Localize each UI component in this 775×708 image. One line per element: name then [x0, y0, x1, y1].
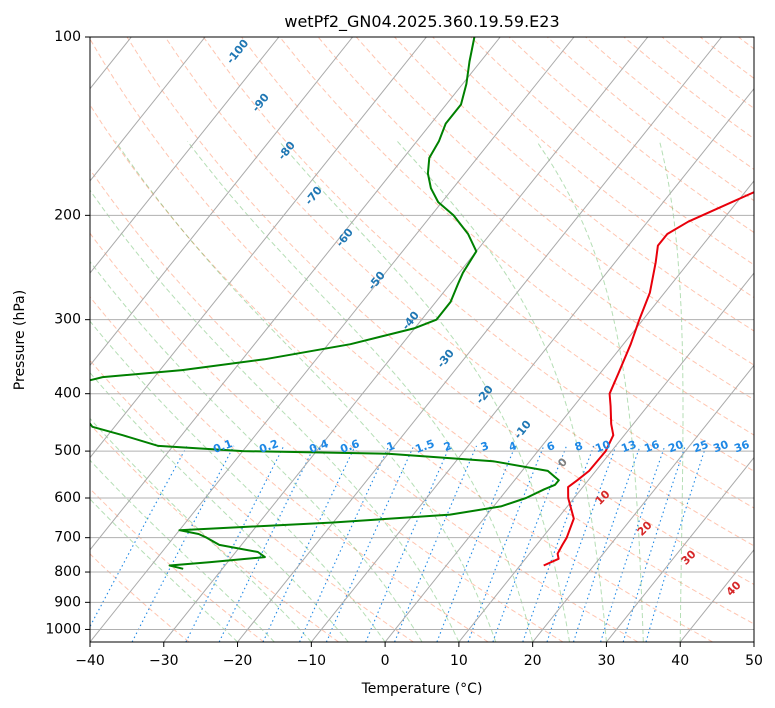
isotherm-line	[90, 37, 501, 551]
dry-adiabat	[394, 37, 754, 332]
mixing-ratio-line	[394, 445, 478, 642]
isotherm-line	[90, 37, 280, 274]
mixing-ratio-label: 25	[691, 438, 710, 455]
mixing-ratio-line	[600, 445, 666, 642]
y-tick-label: 1000	[45, 621, 81, 637]
mixing-ratio-label: 13	[619, 438, 638, 455]
mixing-ratio-label: 4	[507, 439, 519, 454]
x-tick-label: −40	[75, 653, 105, 669]
y-tick-label: 900	[54, 594, 81, 610]
mixing-ratio-label: 10	[593, 438, 612, 456]
x-axis: −40 −30 −20 −10 0 10 20 30 40 50	[75, 642, 763, 669]
dry-adiabat	[90, 38, 754, 625]
dry-adiabat	[90, 104, 713, 642]
y-tick-label: 800	[54, 564, 81, 580]
plot-frame	[89, 36, 755, 643]
dry-adiabat	[90, 553, 190, 642]
mixing-ratio-label: 0.6	[338, 437, 361, 456]
isotherm-line	[237, 37, 722, 642]
mixing-ratio-label: 0.2	[257, 437, 280, 456]
mixing-ratio-line	[365, 445, 451, 642]
dry-adiabat	[90, 488, 265, 642]
dry-adiabat	[279, 37, 754, 436]
mixing-ratio-lines	[90, 445, 707, 642]
y-tick-label: 600	[54, 490, 81, 506]
dry-adiabat	[90, 423, 339, 642]
y-axis: 100 200 300 400 500 600 700 800 900 1000	[45, 29, 90, 637]
x-tick-label: 40	[671, 653, 689, 669]
mixing-ratio-label: 6	[545, 439, 557, 454]
x-tick-label: −30	[149, 653, 179, 669]
mixing-ratio-label: 8	[573, 439, 585, 454]
x-tick-label: 30	[598, 653, 616, 669]
x-tick-label: 50	[745, 653, 763, 669]
sounding-series	[90, 37, 754, 570]
y-tick-label: 700	[54, 530, 81, 546]
dry-adiabat	[90, 168, 639, 642]
mixing-ratio-label: 0.4	[307, 437, 330, 456]
mixing-ratio-line	[645, 445, 707, 642]
isotherm-line	[532, 364, 754, 642]
mixing-ratio-label: 1.5	[413, 437, 436, 456]
mixing-ratio-line	[436, 445, 516, 642]
isotherm-line	[90, 37, 354, 367]
isotherm-line	[90, 37, 206, 182]
y-tick-label: 500	[54, 443, 81, 459]
isotherm-line	[90, 37, 575, 642]
x-tick-label: −20	[223, 653, 253, 669]
y-tick-label: 200	[54, 207, 81, 223]
mixing-ratio-label: 30	[711, 438, 730, 456]
x-tick-label: −10	[297, 653, 327, 669]
isotherm-line	[606, 456, 754, 642]
mixing-ratio-label: 1	[385, 439, 397, 454]
y-tick-label: 400	[54, 386, 81, 402]
dry-adiabat	[90, 296, 489, 642]
temperature-line	[543, 191, 754, 567]
dry-adiabat	[202, 37, 754, 509]
isotherm-line	[458, 272, 754, 642]
x-tick-label: 0	[381, 653, 390, 669]
plot-area: -100-90-80-70-60-50-40-30-20-100.1 0.2 0.4…	[90, 37, 754, 642]
isotherm-line	[384, 180, 754, 642]
mixing-ratio-line	[90, 445, 188, 628]
isotherm-line	[310, 87, 754, 642]
x-tick-label: 20	[524, 653, 542, 669]
x-axis-title: Temperature (°C)	[361, 681, 483, 697]
x-tick-label: 10	[450, 653, 468, 669]
y-tick-label: 100	[54, 29, 81, 45]
mixing-ratio-label: 36	[732, 438, 751, 456]
mixing-ratio-label: 20	[666, 438, 685, 456]
isotherms	[90, 37, 754, 642]
mixing-ratio-label: 0.1	[211, 437, 234, 456]
dry-adiabat	[432, 37, 754, 299]
mixing-ratio-label: 2	[442, 439, 454, 454]
y-axis-title: Pressure (hPa)	[12, 290, 28, 390]
y-tick-label: 300	[54, 312, 81, 328]
isotherm-line	[90, 37, 427, 459]
mixing-ratio-line	[262, 445, 356, 642]
mixing-ratio-line	[622, 445, 686, 642]
isotherm-line	[163, 37, 649, 642]
dewpoint-line	[90, 37, 560, 570]
mixing-ratio-label: 3	[479, 439, 491, 454]
mixing-ratio-label: 16	[642, 438, 661, 456]
chart-title: wetPf2_GN04.2025.360.19.59.E23	[284, 12, 559, 32]
